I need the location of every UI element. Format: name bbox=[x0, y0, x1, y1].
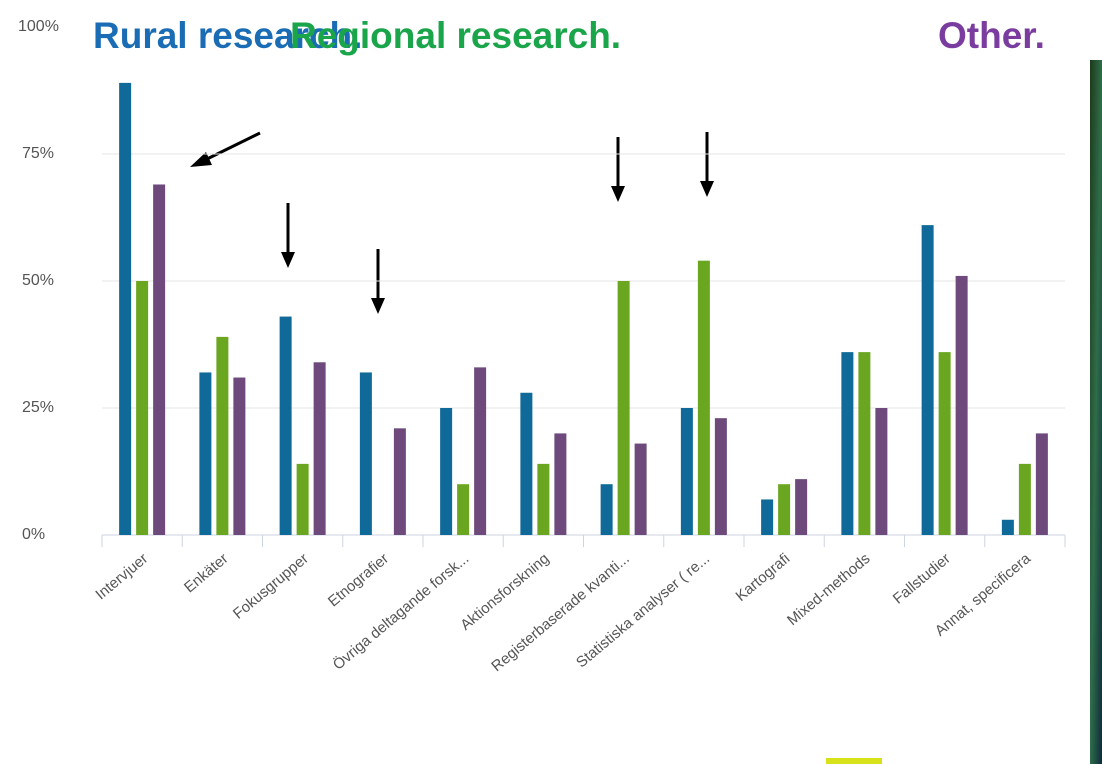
bar bbox=[153, 184, 166, 536]
bar bbox=[680, 408, 693, 535]
legend-label: Regional research. bbox=[290, 15, 621, 56]
arrows bbox=[190, 131, 714, 314]
bar bbox=[199, 372, 212, 535]
bar bbox=[520, 392, 533, 535]
decoration bbox=[826, 758, 882, 764]
bar bbox=[921, 225, 934, 535]
bar bbox=[858, 352, 871, 535]
bar bbox=[216, 336, 229, 535]
bar bbox=[296, 463, 309, 535]
bar bbox=[313, 362, 326, 535]
bar bbox=[1001, 519, 1014, 535]
y-tick-label: 25% bbox=[22, 399, 54, 416]
bar bbox=[393, 428, 406, 535]
x-tick-label: Statistiska analyser ( re... bbox=[573, 550, 713, 671]
bar bbox=[440, 408, 453, 535]
bar bbox=[697, 260, 710, 535]
bar bbox=[634, 443, 647, 535]
x-tick-label: Mixed-methods bbox=[784, 550, 873, 629]
bar bbox=[795, 479, 808, 535]
y-tick-label: 0% bbox=[22, 526, 45, 543]
bar bbox=[136, 281, 149, 535]
x-tick-label: Enkäter bbox=[181, 550, 232, 596]
bar bbox=[537, 463, 550, 535]
bar bbox=[233, 377, 246, 535]
background-photo bbox=[1090, 60, 1102, 764]
x-tick-label: Kartografi bbox=[732, 550, 793, 605]
bar bbox=[778, 484, 791, 535]
bar bbox=[714, 418, 727, 535]
bar bbox=[1035, 433, 1048, 535]
x-tick-label: Registerbaserade kvanti... bbox=[488, 550, 632, 675]
bar bbox=[875, 408, 888, 535]
x-tick-label: Övriga deltagande forsk... bbox=[329, 549, 472, 673]
legend-label: Rural research. bbox=[93, 15, 362, 56]
bar bbox=[359, 372, 372, 535]
bar bbox=[955, 275, 968, 535]
y-tick-label: 75% bbox=[22, 145, 54, 162]
x-tick-label: Fallstudier bbox=[890, 550, 954, 608]
y-tick-label: 50% bbox=[22, 272, 54, 289]
x-tick-label: Etnografier bbox=[325, 550, 392, 610]
bar bbox=[474, 367, 487, 535]
bar bbox=[1018, 463, 1031, 535]
bar bbox=[279, 316, 292, 535]
bar bbox=[600, 484, 613, 535]
bar bbox=[841, 352, 854, 535]
bar bbox=[457, 484, 470, 535]
bar bbox=[938, 352, 951, 535]
bar bbox=[617, 281, 630, 535]
bar bbox=[554, 433, 567, 535]
bar bbox=[761, 499, 774, 535]
legend-label: Other. bbox=[938, 15, 1045, 56]
y-tick-label: 100% bbox=[18, 18, 59, 35]
x-tick-label: Fokusgrupper bbox=[230, 550, 312, 623]
bar bbox=[119, 82, 132, 535]
x-tick-label: Intervjuer bbox=[92, 550, 151, 603]
